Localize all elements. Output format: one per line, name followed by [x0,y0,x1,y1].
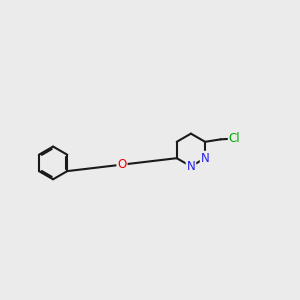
Text: N: N [187,160,195,173]
Text: N: N [201,152,209,165]
Text: O: O [117,158,127,171]
Text: Cl: Cl [229,132,240,145]
